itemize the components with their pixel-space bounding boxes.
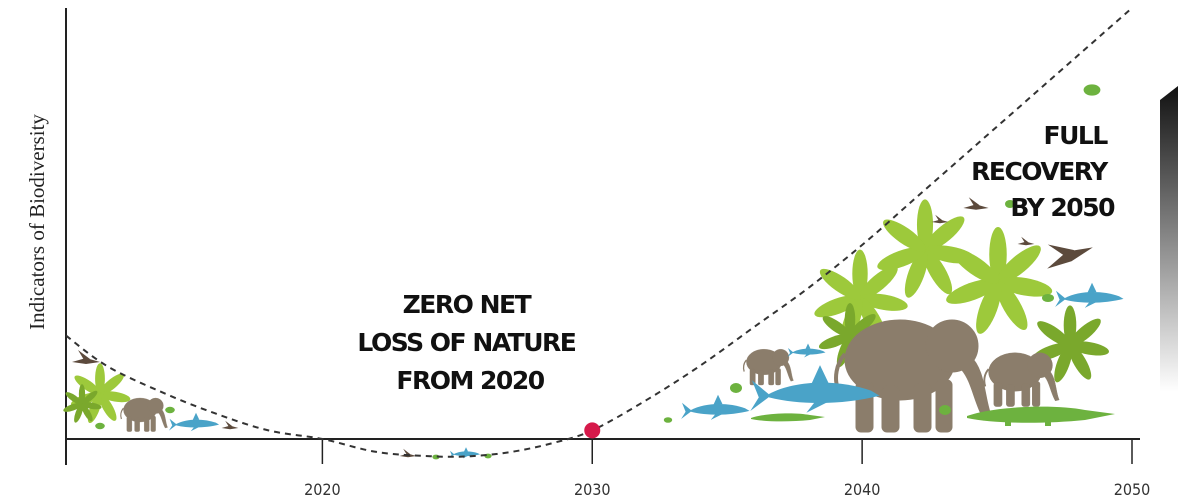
frog-icon	[939, 405, 951, 415]
axes	[65, 8, 1140, 465]
y-axis-label: Indicators of Biodiversity	[25, 114, 49, 330]
annotation-line: BY 2050	[1010, 193, 1115, 222]
shark-icon	[1055, 282, 1124, 308]
frog-icon	[165, 406, 175, 414]
elephant-icon	[742, 348, 795, 386]
shark-icon	[168, 412, 220, 432]
frog-icon	[95, 422, 105, 430]
leaf-cluster-icon	[943, 227, 1053, 337]
x-tick-label: 2040	[844, 480, 881, 499]
middle-wildlife-illustration	[399, 447, 492, 460]
annotation-line: FULL	[1044, 121, 1109, 150]
right-wildlife-illustration	[663, 84, 1124, 434]
gradient-arrow-icon	[1160, 86, 1178, 392]
crocodile-icon	[967, 406, 1115, 426]
crocodile-icon	[751, 413, 825, 422]
annotation-zero-net-loss: ZERO NET LOSS OF NATURE FROM 2020	[357, 290, 582, 395]
elephant-icon	[834, 318, 994, 434]
bird-icon	[1038, 227, 1095, 272]
x-tick-label: 2030	[574, 480, 611, 499]
bird-icon	[931, 214, 949, 224]
x-ticks: 2020 2030 2040 2050	[304, 439, 1150, 499]
annotation-line: LOSS OF NATURE	[357, 328, 575, 357]
bird-icon	[963, 197, 989, 210]
elephant-icon	[983, 351, 1061, 408]
elephant-icon	[120, 397, 169, 433]
bird-icon	[1017, 236, 1035, 246]
frog-icon	[663, 417, 673, 423]
annotation-full-recovery: FULL RECOVERY BY 2050	[971, 121, 1115, 222]
left-wildlife-illustration	[62, 350, 239, 433]
frog-icon	[730, 383, 742, 393]
x-tick-label: 2050	[1114, 480, 1151, 499]
annotation-line: FROM 2020	[396, 366, 544, 395]
annotation-line: RECOVERY	[971, 157, 1109, 186]
x-tick-label: 2020	[304, 480, 341, 499]
annotation-line: ZERO NET	[403, 290, 532, 319]
target-marker-point	[584, 422, 601, 439]
bird-icon	[221, 420, 239, 430]
frog-icon	[1083, 84, 1101, 96]
shark-icon	[681, 394, 750, 420]
turtle-icon	[1005, 200, 1015, 208]
frog-icon	[1042, 294, 1054, 302]
